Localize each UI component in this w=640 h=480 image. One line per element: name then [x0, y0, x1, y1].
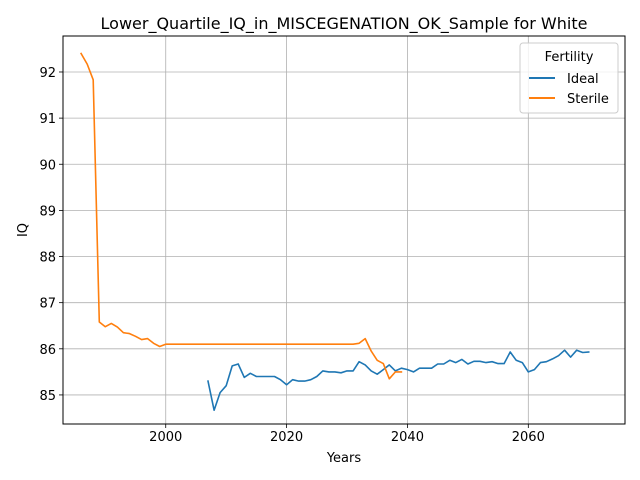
y-tick-label: 85 [39, 389, 56, 404]
y-tick-label: 86 [39, 343, 56, 358]
grid [63, 36, 625, 424]
legend-label-sterile: Sterile [567, 92, 609, 107]
y-tick-label: 88 [39, 251, 56, 266]
y-tick-label: 92 [39, 66, 56, 81]
x-tick-label: 2040 [391, 430, 424, 445]
series-line-ideal [207, 349, 590, 412]
x-tick-label: 2020 [270, 430, 303, 445]
y-tick-label: 89 [39, 204, 56, 219]
x-axis: 2000 2020 2040 2060 [149, 424, 545, 445]
y-axis: 85 86 87 88 89 90 91 92 [39, 66, 63, 404]
x-tick-label: 2060 [512, 430, 545, 445]
x-axis-label: Years [326, 451, 362, 466]
series-line-sterile [80, 52, 403, 380]
y-tick-label: 87 [39, 297, 56, 312]
legend-box [519, 42, 619, 114]
legend-label-ideal: Ideal [567, 72, 599, 87]
y-axis-label: IQ [16, 223, 31, 237]
y-tick-label: 90 [39, 158, 56, 173]
series-layer [80, 52, 590, 412]
plot-area-frame [62, 35, 626, 425]
x-tick-label: 2000 [149, 430, 182, 445]
chart-title: Lower_Quartile_IQ_in_MISCEGENATION_OK_Sa… [101, 14, 588, 34]
y-tick-label: 91 [39, 112, 56, 127]
legend: Fertility Ideal Sterile [519, 42, 619, 114]
legend-title: Fertility [545, 50, 594, 65]
